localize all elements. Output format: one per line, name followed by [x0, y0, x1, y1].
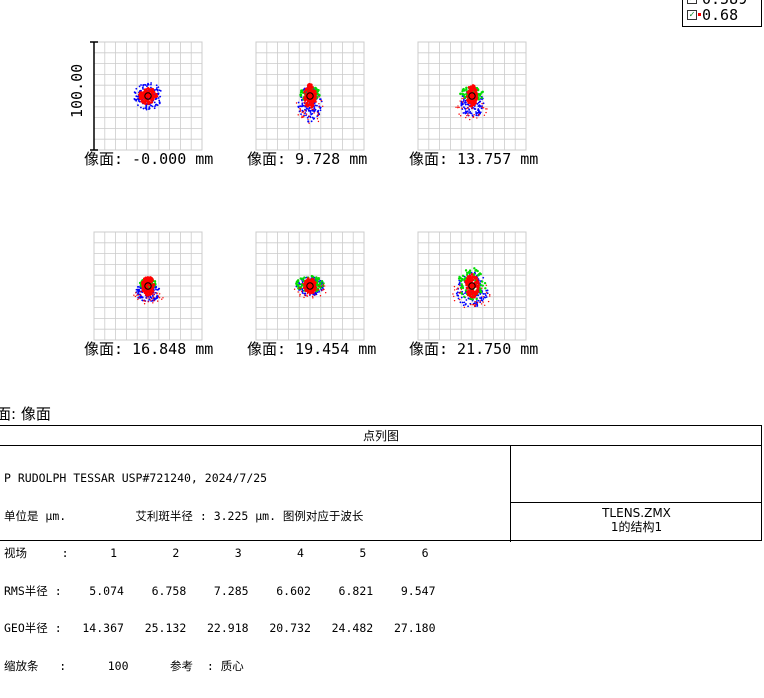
legend-item-068[interactable]: ✓ 0.68	[687, 7, 738, 23]
info-line-geo: GEO半径 : 14.367 25.132 22.918 20.732 24.4…	[4, 621, 436, 635]
info-table: 点列图 P RUDOLPH TESSAR USP#721240, 2024/7/…	[0, 425, 762, 672]
legend-label: 0.589	[702, 0, 747, 8]
info-title: 点列图	[0, 426, 762, 446]
info-divider	[510, 446, 511, 542]
airy-disk-circle	[306, 282, 314, 290]
airy-disk-circle	[468, 92, 476, 100]
airy-disk-circle	[306, 92, 314, 100]
info-line-header: P RUDOLPH TESSAR USP#721240, 2024/7/25	[4, 471, 268, 485]
checkbox-icon[interactable]: ✓	[687, 9, 697, 20]
spot-diagram-svg	[90, 41, 527, 341]
field-label-4: 像面: 16.848 mm	[84, 340, 214, 358]
info-line-scale: 缩放条 : 100 参考 : 质心	[4, 658, 244, 673]
field-label-3: 像面: 13.757 mm	[409, 150, 539, 168]
spot-box-2	[255, 41, 365, 151]
legend-box: ✓ 0.589 ✓ 0.68	[682, 0, 762, 27]
field-label-2: 像面: 9.728 mm	[247, 150, 368, 168]
airy-disk-circle	[144, 282, 152, 290]
info-line-fields: 视场 : 1 2 3 4 5 6	[4, 546, 429, 560]
field-label-1: 像面: -0.000 mm	[84, 150, 214, 168]
info-body: P RUDOLPH TESSAR USP#721240, 2024/7/25 单…	[4, 447, 509, 697]
airy-disk-circle	[468, 282, 476, 290]
airy-disk-circle	[144, 92, 152, 100]
spot-box-4	[93, 231, 203, 341]
info-line-units: 单位是 μm. 艾利斑半径 : 3.225 μm. 图例对应于波长	[4, 508, 364, 523]
info-divider-h	[510, 502, 762, 503]
info-file: TLENS.ZMX 1的结构1	[511, 506, 762, 534]
file-name: TLENS.ZMX	[602, 506, 671, 520]
scale-bar-label: 100.00	[68, 63, 86, 118]
spot-box-1	[93, 41, 203, 151]
surface-label: 面: 像面	[0, 405, 51, 423]
spot-box-3	[417, 41, 527, 151]
legend-label: 0.68	[702, 6, 739, 24]
field-label-5: 像面: 19.454 mm	[247, 340, 377, 358]
legend-item-0589[interactable]: ✓ 0.589	[687, 0, 747, 7]
spot-box-5	[255, 231, 365, 341]
spot-diagram-area: 100.00 像面: -0.000 mm 像面: 9.728 mm 像面: 13…	[68, 41, 539, 358]
checkbox-icon[interactable]: ✓	[687, 0, 697, 4]
config-label: 1的结构1	[610, 520, 663, 534]
info-line-rms: RMS半径 : 5.074 6.758 7.285 6.602 6.821 9.…	[4, 583, 436, 598]
color-dot-icon	[698, 13, 701, 16]
spot-box-6	[417, 231, 527, 341]
field-label-6: 像面: 21.750 mm	[409, 340, 539, 358]
